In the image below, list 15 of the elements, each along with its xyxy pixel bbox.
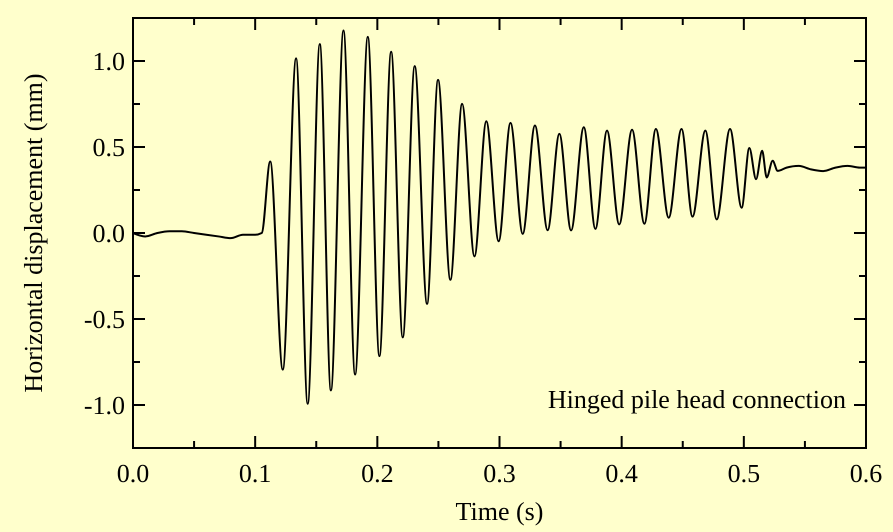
y-tick-label: 0.0 bbox=[92, 219, 125, 248]
y-tick-label: -0.5 bbox=[84, 305, 125, 334]
y-axis-title: Horizontal displacement (mm) bbox=[19, 73, 48, 393]
x-tick-label: 0.3 bbox=[483, 459, 516, 488]
x-tick-label: 0.5 bbox=[728, 459, 760, 488]
x-tick-label: 0.1 bbox=[238, 459, 272, 488]
x-tick-label: 0.2 bbox=[361, 459, 394, 488]
y-tick-label: 1.0 bbox=[92, 47, 125, 76]
y-tick-label: 0.5 bbox=[92, 133, 125, 162]
x-axis-title: Time (s) bbox=[456, 497, 544, 526]
annotation: Hinged pile head connection bbox=[548, 385, 846, 414]
x-tick-label: 0.0 bbox=[116, 459, 150, 488]
x-tick-label: 0.4 bbox=[605, 459, 638, 488]
y-tick-label: -1.0 bbox=[84, 391, 125, 420]
x-tick-label: 0.6 bbox=[850, 459, 882, 488]
